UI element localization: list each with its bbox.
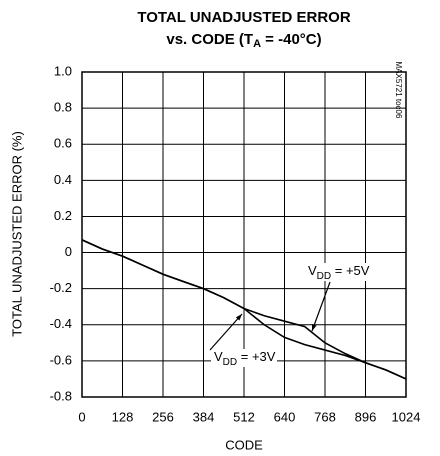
- arrow-head: [235, 314, 242, 321]
- x-axis-label: CODE: [225, 437, 263, 452]
- x-tick-label: 512: [233, 409, 255, 424]
- y-tick-label: 0: [65, 244, 72, 259]
- x-tick-label: 384: [193, 409, 215, 424]
- y-tick-label: 1.0: [54, 63, 72, 78]
- x-tick-label: 0: [78, 409, 85, 424]
- annotation-part: = +3V: [237, 349, 276, 364]
- y-axis-label: TOTAL UNADJUSTED ERROR (%): [9, 131, 24, 337]
- annotation: VDD = +5V: [308, 263, 370, 281]
- annotation-part: V: [214, 349, 223, 364]
- annotation-arrow: [209, 313, 243, 351]
- side-note: MAX5721 toc06: [394, 62, 403, 119]
- y-tick-label: 0.8: [54, 100, 72, 115]
- annotation-bg: [211, 349, 277, 367]
- y-tick-label: 0.2: [54, 208, 72, 223]
- annotation: VDD = +3V: [214, 349, 276, 367]
- chart-subtitle: vs. CODE (TA = -40°C): [166, 31, 321, 50]
- y-tick-label: 0.6: [54, 136, 72, 151]
- x-tick-label: 768: [314, 409, 336, 424]
- plot-frame: [81, 71, 407, 398]
- annotation-arrow: [311, 281, 331, 332]
- y-tick-label: 0.4: [54, 172, 72, 187]
- annotation-part: = +5V: [331, 263, 370, 278]
- arrow-head: [312, 324, 317, 331]
- y-tick-label: -0.8: [50, 388, 72, 403]
- annotation-subscript: DD: [223, 357, 237, 368]
- annotation-part: V: [308, 263, 317, 278]
- annotation-subscript: DD: [317, 271, 331, 282]
- y-tick-label: -0.2: [50, 280, 72, 295]
- annotation-bg: [305, 263, 371, 281]
- y-tick-label: -0.4: [50, 316, 72, 331]
- chart-title: TOTAL UNADJUSTED ERROR: [137, 9, 351, 26]
- subtitle-part: = -40°C): [261, 31, 322, 48]
- x-tick-label: 640: [274, 409, 296, 424]
- x-tick-label: 256: [152, 409, 174, 424]
- x-tick-label: 128: [112, 409, 134, 424]
- x-tick-label: 1024: [392, 409, 421, 424]
- x-tick-label: 896: [355, 409, 377, 424]
- y-tick-label: -0.6: [50, 352, 72, 367]
- subtitle-subscript: A: [253, 38, 261, 50]
- series-line: [81, 239, 407, 380]
- subtitle-part: vs. CODE (T: [166, 31, 253, 48]
